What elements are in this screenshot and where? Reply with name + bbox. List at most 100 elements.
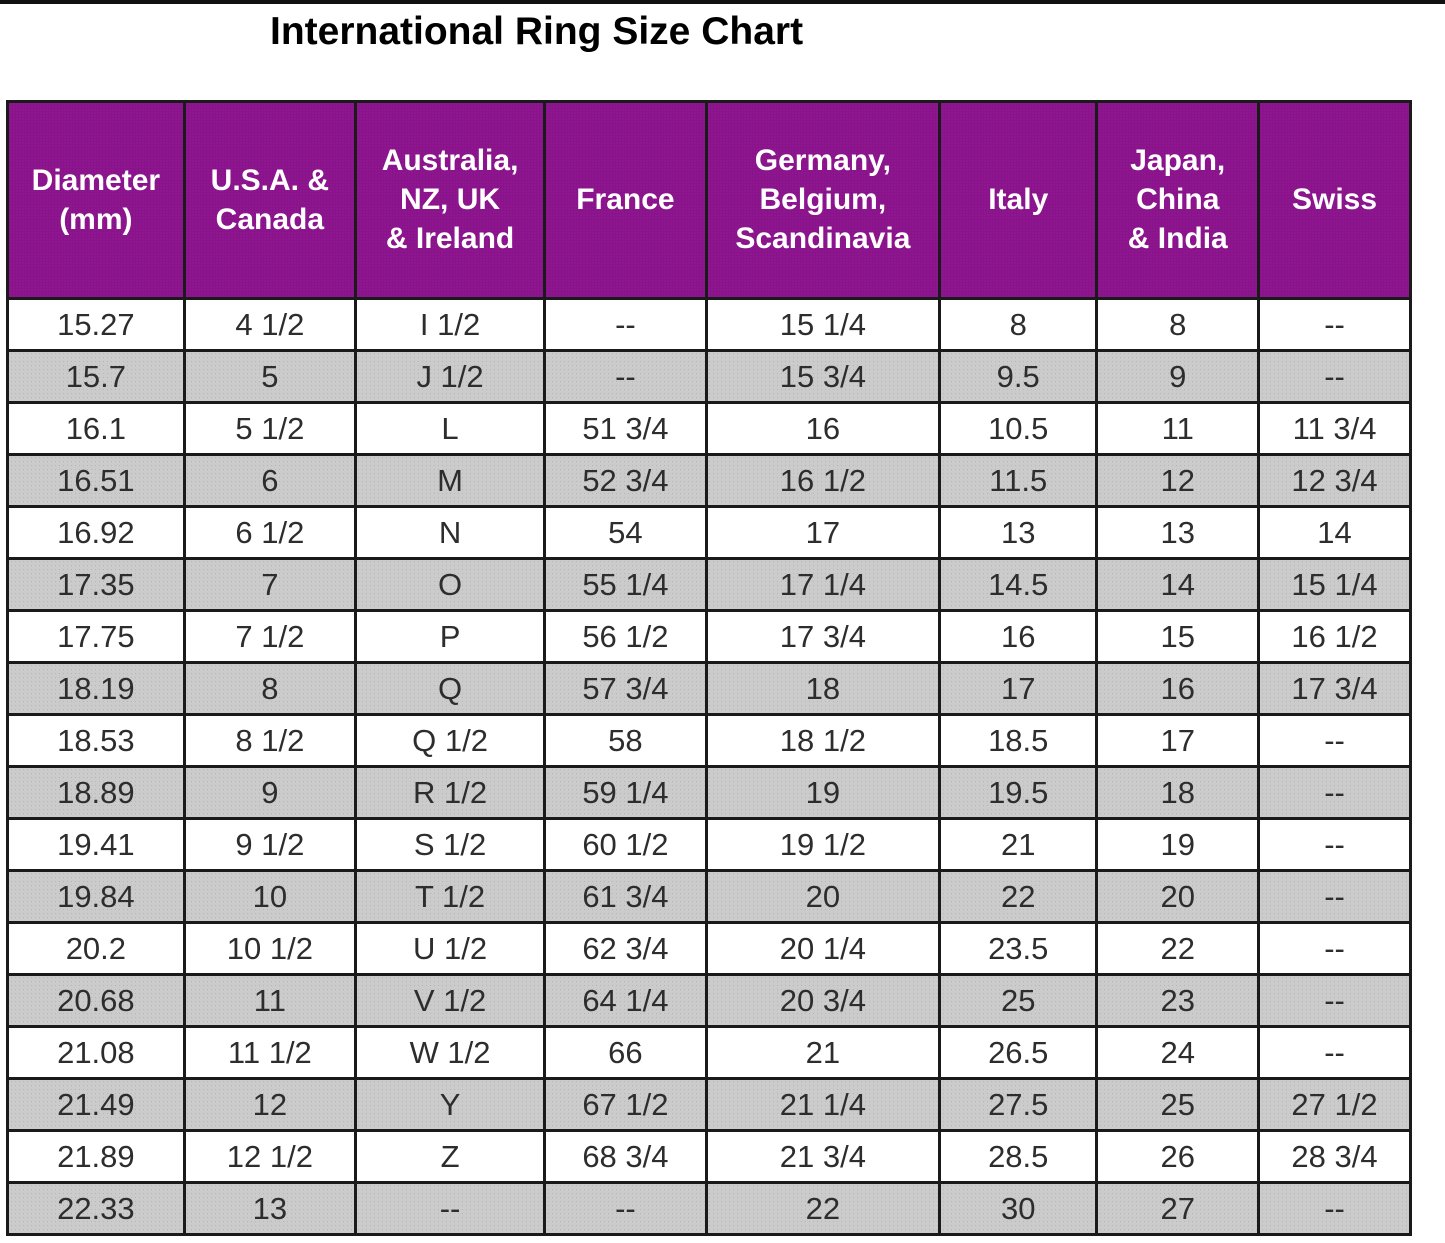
cell-germany-belgium-scandinavia: 22 [704, 1180, 942, 1236]
cell-swiss: 28 3/4 [1257, 1128, 1412, 1184]
cell-italy: 23.5 [938, 920, 1099, 976]
top-border-line [0, 0, 1445, 4]
cell-diameter-mm: 19.41 [6, 816, 186, 872]
cell-germany-belgium-scandinavia: 16 [704, 400, 942, 456]
cell-diameter-mm: 18.89 [6, 764, 186, 820]
cell-germany-belgium-scandinavia: 15 3/4 [704, 348, 942, 404]
cell-germany-belgium-scandinavia: 20 1/4 [704, 920, 942, 976]
cell-diameter-mm: 17.35 [6, 556, 186, 612]
cell-usa-canada: 7 [182, 556, 357, 612]
table-row: 21.49 12 Y 67 1/2 21 1/4 27.5 25 27 1/2 [6, 1076, 1412, 1132]
cell-japan-china-india: 26 [1095, 1128, 1261, 1184]
cell-germany-belgium-scandinavia: 21 1/4 [704, 1076, 942, 1132]
cell-usa-canada: 6 [182, 452, 357, 508]
cell-japan-china-india: 11 [1095, 400, 1261, 456]
cell-swiss: -- [1257, 1180, 1412, 1236]
cell-diameter-mm: 21.49 [6, 1076, 186, 1132]
cell-diameter-mm: 16.51 [6, 452, 186, 508]
cell-diameter-mm: 22.33 [6, 1180, 186, 1236]
cell-italy: 9.5 [938, 348, 1099, 404]
cell-swiss: 17 3/4 [1257, 660, 1412, 716]
table-header: Diameter (mm) U.S.A. & Canada Australia, N… [6, 99, 1412, 300]
cell-japan-china-india: 23 [1095, 972, 1261, 1028]
cell-italy: 18.5 [938, 712, 1099, 768]
cell-japan-china-india: 13 [1095, 504, 1261, 560]
cell-diameter-mm: 18.53 [6, 712, 186, 768]
column-header-italy: Italy [938, 99, 1099, 300]
cell-germany-belgium-scandinavia: 20 3/4 [704, 972, 942, 1028]
cell-diameter-mm: 20.68 [6, 972, 186, 1028]
cell-australia-nz-uk-ireland: Z [353, 1128, 547, 1184]
cell-germany-belgium-scandinavia: 17 3/4 [704, 608, 942, 664]
table-header-row: Diameter (mm) U.S.A. & Canada Australia, N… [6, 99, 1412, 300]
cell-usa-canada: 5 1/2 [182, 400, 357, 456]
cell-italy: 28.5 [938, 1128, 1099, 1184]
cell-france: 68 3/4 [543, 1128, 708, 1184]
cell-france: 60 1/2 [543, 816, 708, 872]
cell-france: 61 3/4 [543, 868, 708, 924]
cell-australia-nz-uk-ireland: W 1/2 [353, 1024, 547, 1080]
ring-size-table: Diameter (mm) U.S.A. & Canada Australia, N… [6, 99, 1412, 1236]
cell-japan-china-india: 25 [1095, 1076, 1261, 1132]
cell-japan-china-india: 17 [1095, 712, 1261, 768]
cell-france: 62 3/4 [543, 920, 708, 976]
cell-italy: 17 [938, 660, 1099, 716]
cell-france: 51 3/4 [543, 400, 708, 456]
cell-australia-nz-uk-ireland: L [353, 400, 547, 456]
table-row: 16.92 6 1/2 N 54 17 13 13 14 [6, 504, 1412, 560]
cell-swiss: -- [1257, 816, 1412, 872]
column-header-diameter-mm: Diameter (mm) [6, 99, 186, 300]
column-header-usa-canada: U.S.A. & Canada [182, 99, 357, 300]
cell-diameter-mm: 20.2 [6, 920, 186, 976]
cell-usa-canada: 9 [182, 764, 357, 820]
cell-usa-canada: 10 1/2 [182, 920, 357, 976]
cell-usa-canada: 4 1/2 [182, 296, 357, 352]
cell-germany-belgium-scandinavia: 17 [704, 504, 942, 560]
table-row: 16.1 5 1/2 L 51 3/4 16 10.5 11 11 3/4 [6, 400, 1412, 456]
cell-australia-nz-uk-ireland: U 1/2 [353, 920, 547, 976]
cell-italy: 21 [938, 816, 1099, 872]
cell-italy: 25 [938, 972, 1099, 1028]
cell-swiss: 12 3/4 [1257, 452, 1412, 508]
cell-italy: 26.5 [938, 1024, 1099, 1080]
cell-germany-belgium-scandinavia: 15 1/4 [704, 296, 942, 352]
cell-australia-nz-uk-ireland: T 1/2 [353, 868, 547, 924]
cell-italy: 14.5 [938, 556, 1099, 612]
cell-japan-china-india: 8 [1095, 296, 1261, 352]
cell-australia-nz-uk-ireland: P [353, 608, 547, 664]
cell-germany-belgium-scandinavia: 19 1/2 [704, 816, 942, 872]
cell-usa-canada: 11 1/2 [182, 1024, 357, 1080]
cell-usa-canada: 8 1/2 [182, 712, 357, 768]
cell-japan-china-india: 12 [1095, 452, 1261, 508]
cell-italy: 11.5 [938, 452, 1099, 508]
cell-swiss: -- [1257, 712, 1412, 768]
cell-diameter-mm: 19.84 [6, 868, 186, 924]
cell-usa-canada: 5 [182, 348, 357, 404]
cell-australia-nz-uk-ireland: I 1/2 [353, 296, 547, 352]
page-title: International Ring Size Chart [270, 10, 804, 53]
cell-france: 59 1/4 [543, 764, 708, 820]
cell-diameter-mm: 18.19 [6, 660, 186, 716]
column-header-japan-china-india: Japan, China & India [1095, 99, 1261, 300]
column-header-swiss: Swiss [1257, 99, 1412, 300]
cell-diameter-mm: 15.27 [6, 296, 186, 352]
cell-france: 56 1/2 [543, 608, 708, 664]
cell-japan-china-india: 24 [1095, 1024, 1261, 1080]
table-row: 16.51 6 M 52 3/4 16 1/2 11.5 12 12 3/4 [6, 452, 1412, 508]
cell-usa-canada: 6 1/2 [182, 504, 357, 560]
column-header-germany-belgium-scandinavia: Germany, Belgium, Scandinavia [704, 99, 942, 300]
cell-swiss: -- [1257, 1024, 1412, 1080]
cell-swiss: -- [1257, 972, 1412, 1028]
cell-usa-canada: 7 1/2 [182, 608, 357, 664]
cell-france: 54 [543, 504, 708, 560]
cell-germany-belgium-scandinavia: 19 [704, 764, 942, 820]
table-row: 21.89 12 1/2 Z 68 3/4 21 3/4 28.5 26 28 3/4 [6, 1128, 1412, 1184]
cell-swiss: 16 1/2 [1257, 608, 1412, 664]
table-row: 20.2 10 1/2 U 1/2 62 3/4 20 1/4 23.5 22 -- [6, 920, 1412, 976]
cell-diameter-mm: 17.75 [6, 608, 186, 664]
cell-swiss: 11 3/4 [1257, 400, 1412, 456]
cell-france: -- [543, 348, 708, 404]
cell-japan-china-india: 27 [1095, 1180, 1261, 1236]
cell-australia-nz-uk-ireland: V 1/2 [353, 972, 547, 1028]
table-body: 15.27 4 1/2 I 1/2 -- 15 1/4 8 8 -- 15.7 5 J 1/2 -- 1… [6, 296, 1412, 1236]
